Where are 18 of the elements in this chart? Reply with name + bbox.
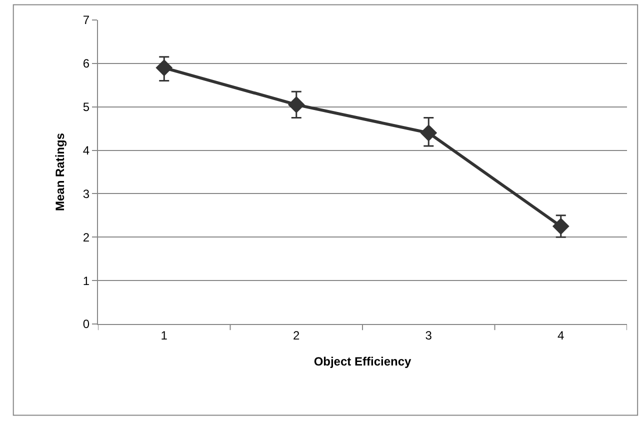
x-tick-label: 1 <box>160 328 168 342</box>
y-axis-title: Mean Ratings <box>53 132 68 212</box>
y-tick-label: 0 <box>82 317 90 332</box>
point <box>552 218 570 235</box>
x-tick-label: 3 <box>425 328 432 342</box>
y-tick-label: 4 <box>82 143 90 158</box>
point <box>288 96 305 114</box>
y-tick-label: 5 <box>82 100 90 114</box>
y-tick-label: 3 <box>82 186 90 201</box>
y-tick-label: 7 <box>82 13 90 28</box>
x-tick-label: 2 <box>293 328 300 342</box>
y-tick-label: 1 <box>82 274 90 288</box>
y-tick-label: 2 <box>82 230 90 244</box>
x-tick-label: 4 <box>558 328 565 342</box>
x-axis-title: Object Efficiency <box>314 354 412 368</box>
point <box>420 124 438 142</box>
point <box>156 59 173 76</box>
y-tick-label: 6 <box>82 56 90 71</box>
